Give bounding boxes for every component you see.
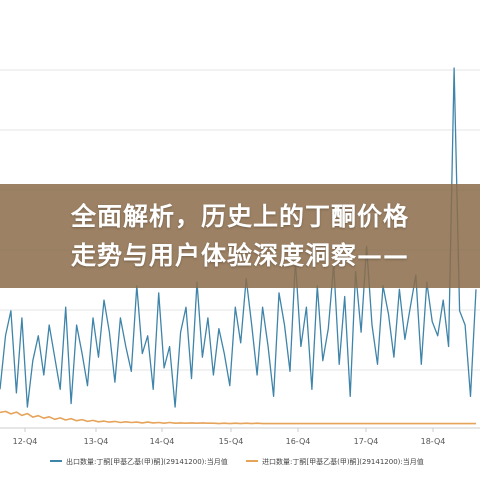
overlay-title-line-1: 全面解析，历史上的丁酮价格 (70, 202, 409, 231)
legend-label-import[interactable]: 进口数量:丁酮[甲基乙基(甲)酮](29141200):当月值 (262, 457, 424, 466)
overlay-title-line-2: 走势与用户体验深度洞察—— (70, 241, 409, 270)
series-lines (0, 67, 477, 425)
x-tick-label: 18-Q4 (421, 437, 446, 446)
legend-label-export[interactable]: 出口数量:丁酮[甲基乙基(甲)酮](29141200):当月值 (66, 457, 228, 466)
series-line-import (0, 410, 476, 425)
legend: 出口数量:丁酮[甲基乙基(甲)酮](29141200):当月值 进口数量:丁酮[甲… (50, 457, 424, 466)
x-tick-label: 16-Q4 (286, 437, 311, 446)
title-overlay-banner: 全面解析，历史上的丁酮价格 走势与用户体验深度洞察—— (0, 184, 480, 288)
series-line-export (0, 67, 477, 408)
x-tick-label: 12-Q4 (13, 437, 38, 446)
x-tick-label: 14-Q4 (150, 437, 175, 446)
x-tick-label: 13-Q4 (84, 437, 109, 446)
x-tick-label: 15-Q4 (219, 437, 244, 446)
x-tick-label: 17-Q4 (354, 437, 379, 446)
x-axis: 12-Q4 13-Q4 14-Q4 15-Q4 16-Q4 17-Q4 18-Q4 (0, 427, 480, 446)
